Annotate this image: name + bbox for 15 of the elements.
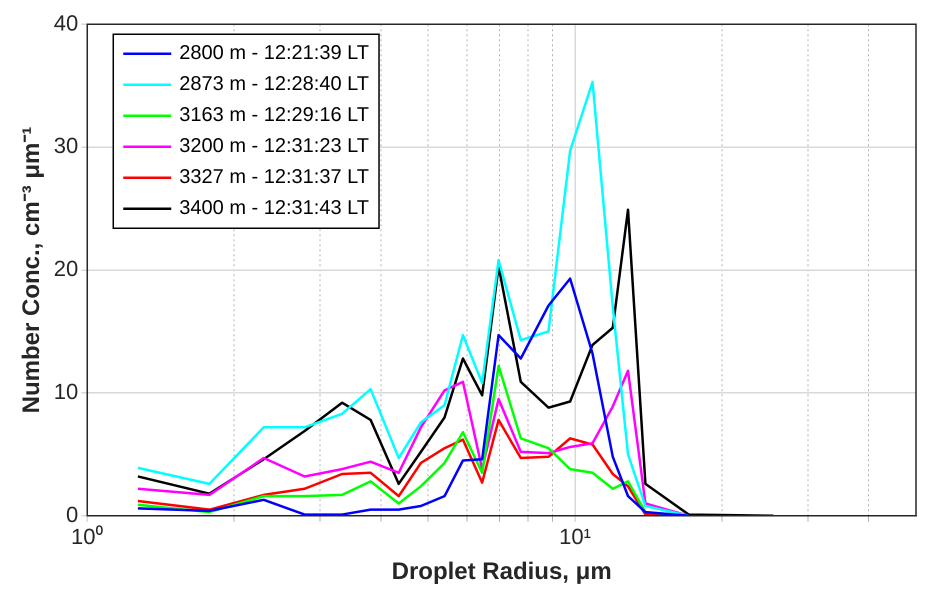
legend-label: 2873 m - 12:28:40 LT [179, 73, 370, 96]
x-tick-label: 10⁰ [71, 524, 104, 550]
y-tick-label: 10 [54, 378, 78, 404]
legend-label: 3400 m - 12:31:43 LT [179, 197, 370, 220]
y-tick-label: 0 [66, 502, 78, 527]
x-axis-title: Droplet Radius, μm [392, 558, 612, 586]
legend-label: 3163 m - 12:29:16 LT [179, 104, 370, 126]
y-axis-title: Number Conc., cm⁻³ μm⁻¹ [18, 126, 46, 414]
y-tick-label: 40 [54, 10, 78, 36]
legend-label: 3327 m - 12:31:37 LT [179, 166, 370, 188]
x-tick-label: 10¹ [559, 524, 591, 550]
y-tick-label: 30 [54, 133, 78, 158]
legend-label: 2800 m - 12:21:39 LT [179, 42, 370, 64]
legend-label: 3200 m - 12:31:23 LT [179, 135, 370, 158]
y-tick-label: 20 [54, 256, 78, 282]
